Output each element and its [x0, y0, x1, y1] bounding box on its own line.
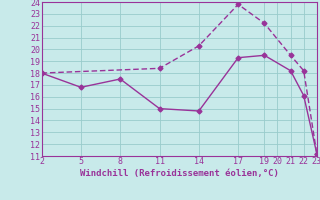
- X-axis label: Windchill (Refroidissement éolien,°C): Windchill (Refroidissement éolien,°C): [80, 169, 279, 178]
